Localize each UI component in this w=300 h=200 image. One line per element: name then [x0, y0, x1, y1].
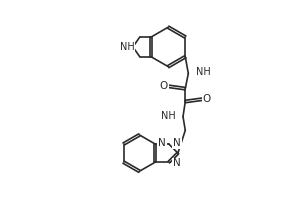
Text: O: O	[203, 94, 211, 104]
Text: NH: NH	[161, 111, 176, 121]
Text: NH: NH	[120, 42, 134, 52]
Text: O: O	[160, 81, 168, 91]
Text: NH: NH	[196, 67, 210, 77]
Text: N: N	[173, 158, 181, 168]
Text: N: N	[173, 138, 181, 148]
Text: N: N	[158, 138, 166, 148]
